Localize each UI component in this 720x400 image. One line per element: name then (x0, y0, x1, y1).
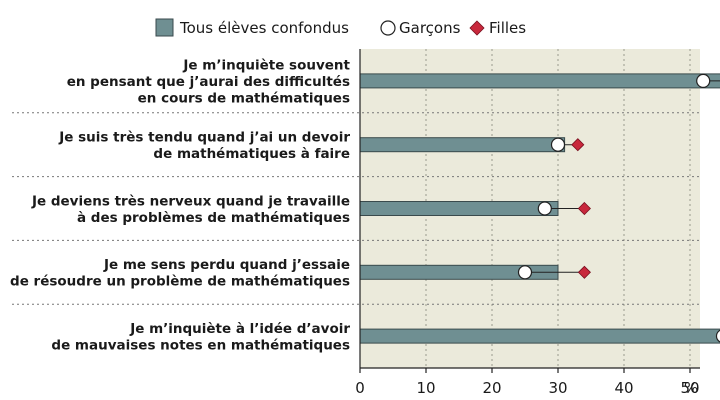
marker-boys (715, 329, 720, 343)
legend-marker-girls (469, 20, 485, 36)
category-label-line: Je m’inquiète à l’idée d’avoir (129, 321, 350, 337)
marker-boys (696, 73, 711, 89)
x-tick-label: 0 (355, 379, 365, 397)
bar (359, 328, 720, 344)
legend-label-boys: Garçons (399, 19, 461, 37)
legend-label-girls: Filles (489, 19, 526, 37)
bar (359, 73, 720, 89)
x-axis-unit: % (684, 379, 698, 397)
x-tick-label: 10 (416, 379, 435, 397)
category-label-line: Je me sens perdu quand j’essaie (103, 257, 350, 273)
category-label-line: Je deviens très nerveux quand je travail… (31, 193, 350, 209)
category-label-line: en cours de mathématiques (138, 90, 350, 106)
legend-label-all-students: Tous élèves confondus (179, 19, 349, 37)
marker-girls (571, 138, 585, 152)
x-axis-ticks: 0102030405060 (355, 368, 700, 397)
legend-marker-boys (380, 20, 396, 36)
marker-boys (550, 137, 566, 152)
marker-girls (577, 201, 591, 216)
category-label-line: de mathématiques à faire (153, 146, 350, 162)
bar (359, 137, 566, 153)
marker-girls (577, 265, 591, 279)
category-label-line: à des problèmes de mathématiques (77, 210, 350, 226)
legend: Tous élèves confondus Garçons Filles (155, 18, 526, 37)
category-label-line: Je m’inquiète souvent (182, 57, 350, 73)
gridlines (425, 49, 691, 368)
marker-boys (517, 265, 533, 280)
category-label-line: de mauvaises notes en mathématiques (51, 337, 350, 353)
category-label-line: Je suis très tendu quand j’ai un devoir (58, 129, 350, 145)
x-tick-label: 20 (482, 379, 501, 397)
category-label-line: en pensant que j’aurai des difficultés (67, 74, 350, 90)
category-label-line: de résoudre un problème de mathématiques (10, 274, 350, 290)
legend-swatch-all-students (155, 18, 174, 37)
x-tick-label: 50 (680, 379, 699, 397)
bar (359, 201, 559, 216)
x-tick-label: 30 (548, 379, 567, 397)
marker-boys (537, 201, 552, 216)
x-tick-label: 40 (614, 379, 633, 397)
